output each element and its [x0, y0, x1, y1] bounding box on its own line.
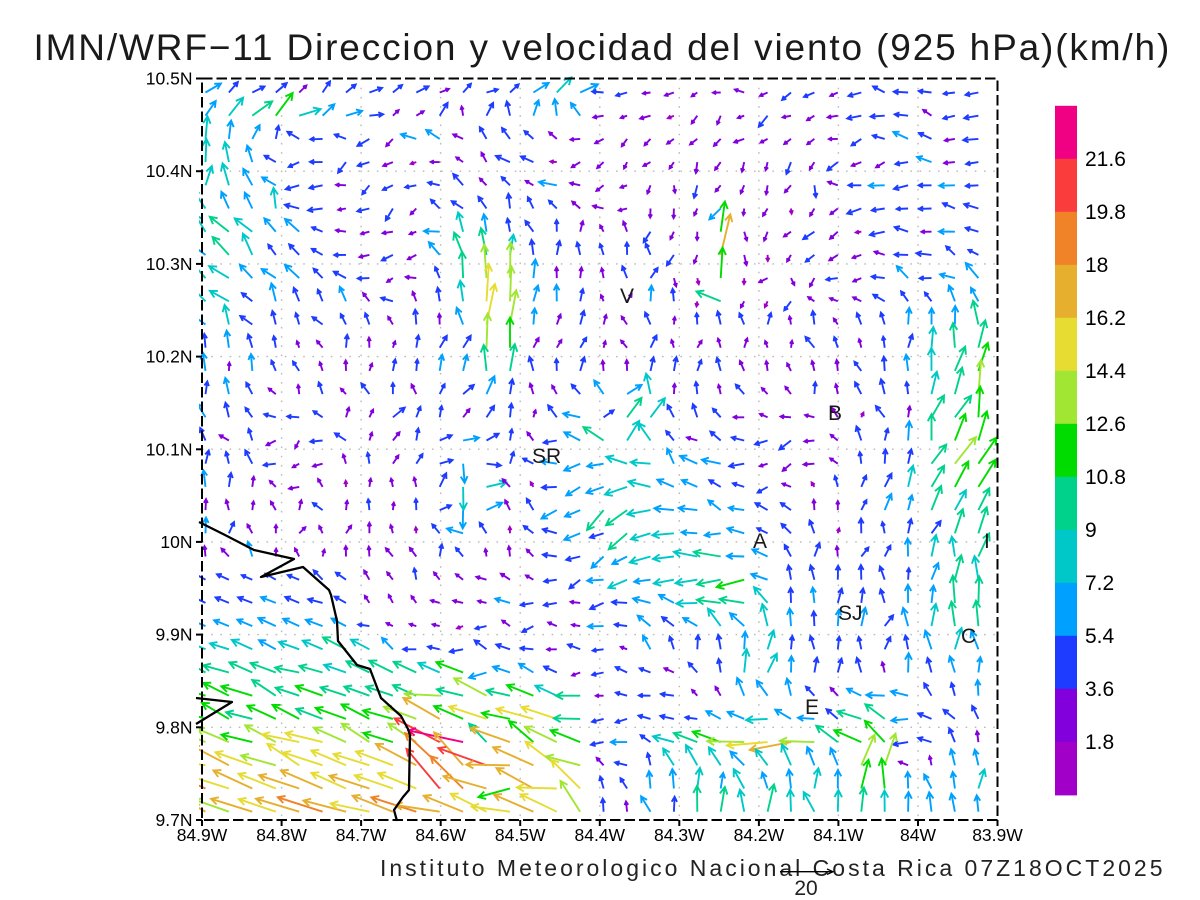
svg-text:Instituto Meteorologico Nacion: Instituto Meteorologico Nacional Costa R… [380, 855, 1166, 881]
svg-text:V: V [620, 285, 634, 308]
svg-text:83.9W: 83.9W [972, 825, 1023, 845]
svg-text:84.3W: 84.3W [654, 825, 705, 845]
svg-text:E: E [805, 696, 819, 719]
svg-text:19.8: 19.8 [1085, 201, 1126, 224]
svg-text:84W: 84W [900, 825, 936, 845]
svg-text:10.5N: 10.5N [146, 69, 193, 89]
svg-text:84.4W: 84.4W [575, 825, 626, 845]
svg-text:10.2N: 10.2N [146, 347, 193, 367]
svg-text:5.4: 5.4 [1085, 625, 1115, 648]
svg-text:1.8: 1.8 [1085, 731, 1114, 754]
svg-text:A: A [753, 530, 767, 553]
svg-text:SJ: SJ [838, 602, 863, 625]
svg-text:84.9W: 84.9W [177, 825, 228, 845]
svg-text:C: C [961, 625, 976, 648]
svg-text:9.7N: 9.7N [156, 810, 193, 830]
svg-text:9: 9 [1085, 519, 1097, 542]
svg-text:84.1W: 84.1W [813, 825, 864, 845]
svg-text:84.5W: 84.5W [495, 825, 546, 845]
svg-text:9.8N: 9.8N [156, 717, 193, 737]
svg-text:21.6: 21.6 [1085, 148, 1126, 171]
svg-text:10.1N: 10.1N [146, 439, 193, 459]
svg-text:B: B [828, 402, 842, 425]
svg-text:9.9N: 9.9N [156, 625, 193, 645]
svg-text:7.2: 7.2 [1085, 572, 1114, 595]
svg-text:84.2W: 84.2W [734, 825, 785, 845]
svg-text:3.6: 3.6 [1085, 678, 1114, 701]
svg-text:12.6: 12.6 [1085, 413, 1126, 436]
svg-text:10.8: 10.8 [1085, 466, 1126, 489]
svg-text:20: 20 [794, 877, 817, 900]
svg-text:16.2: 16.2 [1085, 307, 1126, 330]
svg-text:IMN/WRF−11 Direccion y velocid: IMN/WRF−11 Direccion y velocidad del vie… [34, 27, 1172, 68]
svg-text:84.7W: 84.7W [336, 825, 387, 845]
svg-text:14.4: 14.4 [1085, 360, 1126, 383]
svg-text:10.4N: 10.4N [146, 161, 193, 181]
svg-text:10N: 10N [160, 532, 192, 552]
svg-text:10.3N: 10.3N [146, 254, 193, 274]
svg-text:I: I [984, 530, 990, 553]
svg-text:18: 18 [1085, 254, 1108, 277]
svg-text:SR: SR [532, 445, 561, 468]
svg-text:84.8W: 84.8W [256, 825, 307, 845]
svg-text:84.6W: 84.6W [415, 825, 466, 845]
